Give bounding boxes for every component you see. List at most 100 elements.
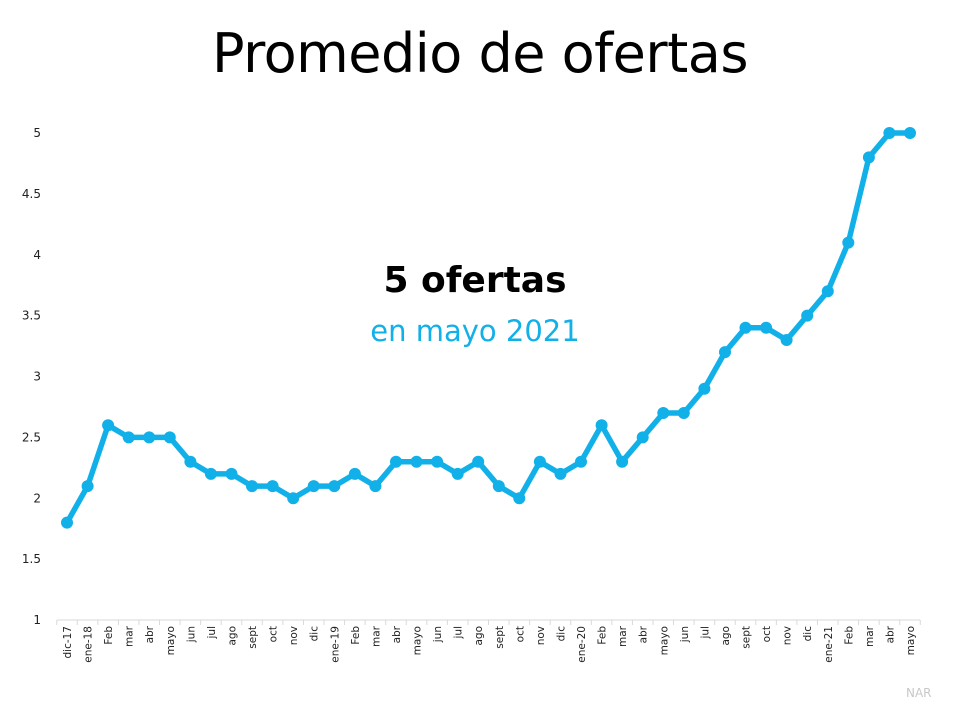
data-point-marker [225, 467, 238, 480]
annotation-headline: 5 ofertas [383, 260, 567, 301]
data-point-marker [677, 407, 690, 419]
annotation-subtitle: en mayo 2021 [370, 314, 580, 348]
x-tick-label: mar [864, 625, 876, 647]
data-point-marker [780, 334, 793, 346]
x-tick-label: dic [309, 626, 321, 642]
data-point-marker [760, 321, 773, 334]
y-tick-label: 3 [33, 370, 41, 384]
data-point-marker [102, 419, 115, 432]
x-tick-label: jul [206, 626, 218, 640]
data-point-marker [451, 467, 464, 480]
data-point-marker [163, 431, 176, 444]
data-point-marker [122, 431, 135, 444]
data-point-marker [657, 407, 670, 419]
x-tick-label: oct [268, 626, 280, 642]
data-point-marker [904, 127, 916, 139]
x-tick-label: jun [432, 626, 444, 643]
y-tick-label: 1 [33, 613, 41, 627]
x-tick-label: sept [494, 626, 506, 649]
x-tick-label: sept [741, 626, 753, 649]
x-tick-label: ene-18 [83, 626, 95, 663]
x-tick-label: mayo [905, 626, 917, 655]
data-point-marker [492, 480, 505, 493]
x-tick-label: ago [720, 626, 732, 646]
data-point-marker [204, 467, 217, 480]
data-point-marker [554, 467, 567, 480]
y-tick-label: 3.5 [22, 309, 41, 323]
data-point-marker [369, 480, 382, 493]
data-point-marker [81, 480, 94, 493]
data-point-marker [719, 346, 731, 359]
x-tick-label: mayo [412, 626, 424, 655]
x-tick-label: nov [535, 626, 547, 645]
x-tick-label: ene-20 [576, 626, 588, 663]
data-point-marker [431, 455, 444, 468]
data-point-marker [842, 236, 855, 249]
chart-title: Promedio de ofertas [211, 22, 749, 85]
data-point-marker [287, 492, 300, 505]
data-point-marker [883, 127, 896, 139]
y-axis-labels: 1 1.5 2 2.5 3 3.5 4 4.5 5 [22, 126, 41, 627]
x-tick-label: Feb [103, 626, 115, 645]
x-tick-label: Feb [350, 626, 362, 645]
x-tick-label: oct [514, 626, 526, 642]
y-tick-label: 1.5 [22, 552, 41, 566]
y-tick-label: 4.5 [22, 187, 41, 201]
data-point-marker [246, 480, 258, 493]
x-tick-label: jul [453, 626, 465, 640]
data-point-marker [328, 480, 341, 493]
x-tick-label: abr [391, 625, 403, 643]
data-point-marker [410, 455, 423, 468]
x-tick-label: mayo [658, 626, 670, 655]
data-point-marker [513, 492, 526, 505]
data-point-marker [862, 151, 875, 164]
data-point-marker [595, 419, 608, 432]
x-tick-label: Feb [843, 626, 855, 645]
data-point-marker [61, 516, 73, 529]
x-axis: dic-17 ene-18 Feb mar abr mayo jun jul ago sept oc… [56, 619, 921, 663]
x-tick-label: sept [247, 626, 259, 649]
x-tick-label: ene-21 [823, 626, 835, 663]
x-tick-label: ene-19 [329, 626, 341, 663]
x-tick-label: dic [555, 626, 567, 642]
y-tick-label: 2 [33, 491, 41, 505]
x-tick-label: Feb [597, 626, 609, 645]
data-point-marker [266, 480, 279, 493]
source-label: NAR [906, 686, 932, 700]
data-point-marker [636, 431, 649, 444]
data-point-marker [698, 382, 711, 395]
x-tick-label: mar [617, 625, 629, 647]
x-tick-label: jul [699, 626, 711, 640]
data-point-marker [390, 455, 402, 468]
data-point-marker [472, 455, 485, 468]
x-tick-label: jun [679, 626, 691, 643]
data-point-marker [616, 455, 629, 468]
data-point-marker [307, 480, 320, 493]
x-tick-label: nov [288, 626, 300, 645]
data-point-marker [533, 455, 546, 468]
x-tick-label: nov [782, 626, 794, 645]
y-tick-label: 4 [33, 248, 41, 262]
x-tick-label: oct [761, 626, 773, 642]
data-series [61, 127, 916, 529]
x-tick-label: abr [144, 625, 156, 643]
data-point-marker [801, 309, 814, 322]
y-tick-label: 5 [33, 126, 41, 140]
y-tick-label: 2.5 [22, 430, 41, 444]
x-tick-label: jun [185, 626, 197, 643]
data-point-marker [739, 321, 752, 334]
x-tick-label: mayo [165, 626, 177, 655]
x-tick-label: dic [802, 626, 814, 642]
x-tick-label: abr [638, 625, 650, 643]
x-tick-label: ago [473, 626, 485, 646]
x-tick-label: mar [370, 625, 382, 647]
data-point-marker [821, 285, 834, 298]
x-tick-label: abr [884, 625, 896, 643]
data-point-marker [575, 455, 587, 468]
data-point-marker [348, 467, 361, 480]
x-tick-label: dic-17 [62, 626, 74, 659]
data-point-marker [143, 431, 156, 444]
x-tick-label: mar [124, 625, 136, 647]
x-tick-label: ago [226, 626, 238, 646]
